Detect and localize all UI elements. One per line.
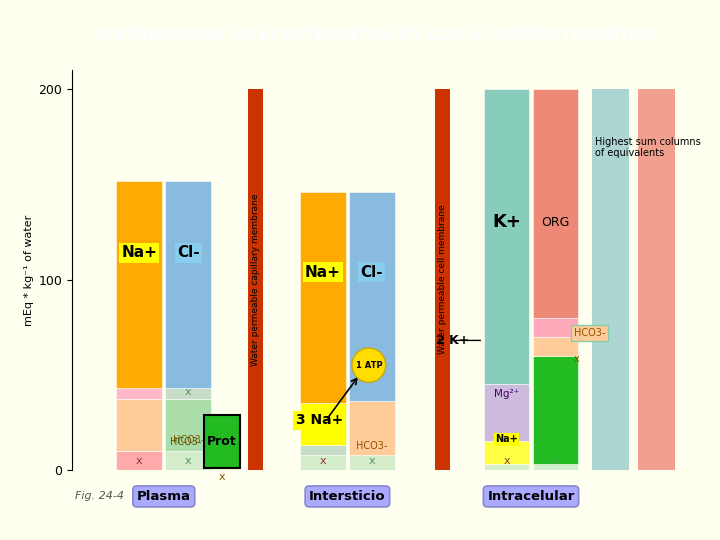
Bar — [349, 401, 395, 455]
Bar — [593, 89, 629, 470]
Bar — [166, 451, 211, 470]
Bar — [166, 400, 211, 451]
Text: HCO3-: HCO3- — [356, 441, 387, 451]
FancyBboxPatch shape — [204, 415, 240, 468]
Text: x: x — [552, 456, 559, 466]
Bar — [533, 318, 578, 336]
Text: Na+: Na+ — [122, 246, 157, 260]
Text: Plasma: Plasma — [137, 490, 191, 503]
Bar — [248, 89, 264, 470]
Text: x: x — [185, 456, 192, 466]
Bar — [533, 89, 578, 318]
Bar — [533, 336, 578, 356]
Text: x: x — [574, 354, 580, 364]
Text: HCO3-: HCO3- — [574, 328, 606, 338]
Bar — [484, 464, 529, 470]
Text: x: x — [369, 456, 375, 466]
Bar — [533, 464, 578, 470]
Bar — [638, 89, 675, 470]
Bar — [117, 400, 162, 451]
Bar — [300, 455, 346, 470]
Text: ORG: ORG — [541, 216, 570, 229]
Text: Water permeable cell membrane: Water permeable cell membrane — [438, 205, 446, 354]
Bar — [300, 403, 346, 445]
Bar — [533, 356, 578, 464]
Text: HCO3-: HCO3- — [173, 435, 204, 445]
Text: 2 K+: 2 K+ — [436, 334, 470, 347]
Bar — [117, 388, 162, 400]
Text: x: x — [185, 388, 192, 397]
Text: HCO3-: HCO3- — [169, 437, 201, 447]
Text: DISTRIBUCION DE ELECTROLITOS EN LOS 3 COMPARTIMENTOS: DISTRIBUCION DE ELECTROLITOS EN LOS 3 CO… — [94, 28, 654, 43]
Bar — [117, 180, 162, 388]
Bar — [484, 384, 529, 441]
Bar — [300, 445, 346, 455]
Text: Prot: Prot — [207, 435, 237, 448]
Bar — [300, 192, 346, 403]
Bar — [117, 451, 162, 470]
Text: 3 Na+: 3 Na+ — [296, 413, 343, 427]
Text: Intersticio: Intersticio — [309, 490, 386, 503]
Text: x: x — [503, 456, 510, 466]
Text: Na+: Na+ — [305, 265, 341, 280]
Bar — [166, 180, 211, 388]
Text: Cl-: Cl- — [177, 246, 199, 260]
Ellipse shape — [352, 348, 386, 382]
Text: Mg²⁺: Mg²⁺ — [494, 389, 519, 399]
Bar — [435, 89, 450, 470]
Text: Fig. 24-4: Fig. 24-4 — [75, 491, 124, 502]
Bar — [484, 89, 529, 384]
Text: K+: K+ — [492, 213, 521, 232]
Bar — [166, 388, 211, 400]
Y-axis label: mEq * kg⁻¹ of water: mEq * kg⁻¹ of water — [24, 214, 35, 326]
Text: x: x — [320, 456, 326, 466]
Text: x: x — [219, 472, 225, 482]
Bar — [349, 455, 395, 470]
Bar — [349, 192, 395, 401]
Text: Cl-: Cl- — [361, 265, 383, 280]
Text: Intracelular: Intracelular — [487, 490, 575, 503]
Text: Water permeable capillary membrane: Water permeable capillary membrane — [251, 193, 260, 366]
Text: Na+: Na+ — [495, 434, 518, 444]
Text: x: x — [136, 456, 143, 466]
Text: 1 ATP: 1 ATP — [356, 361, 382, 370]
Text: Highest sum columns
of equivalents: Highest sum columns of equivalents — [595, 137, 701, 158]
Bar — [484, 441, 529, 464]
